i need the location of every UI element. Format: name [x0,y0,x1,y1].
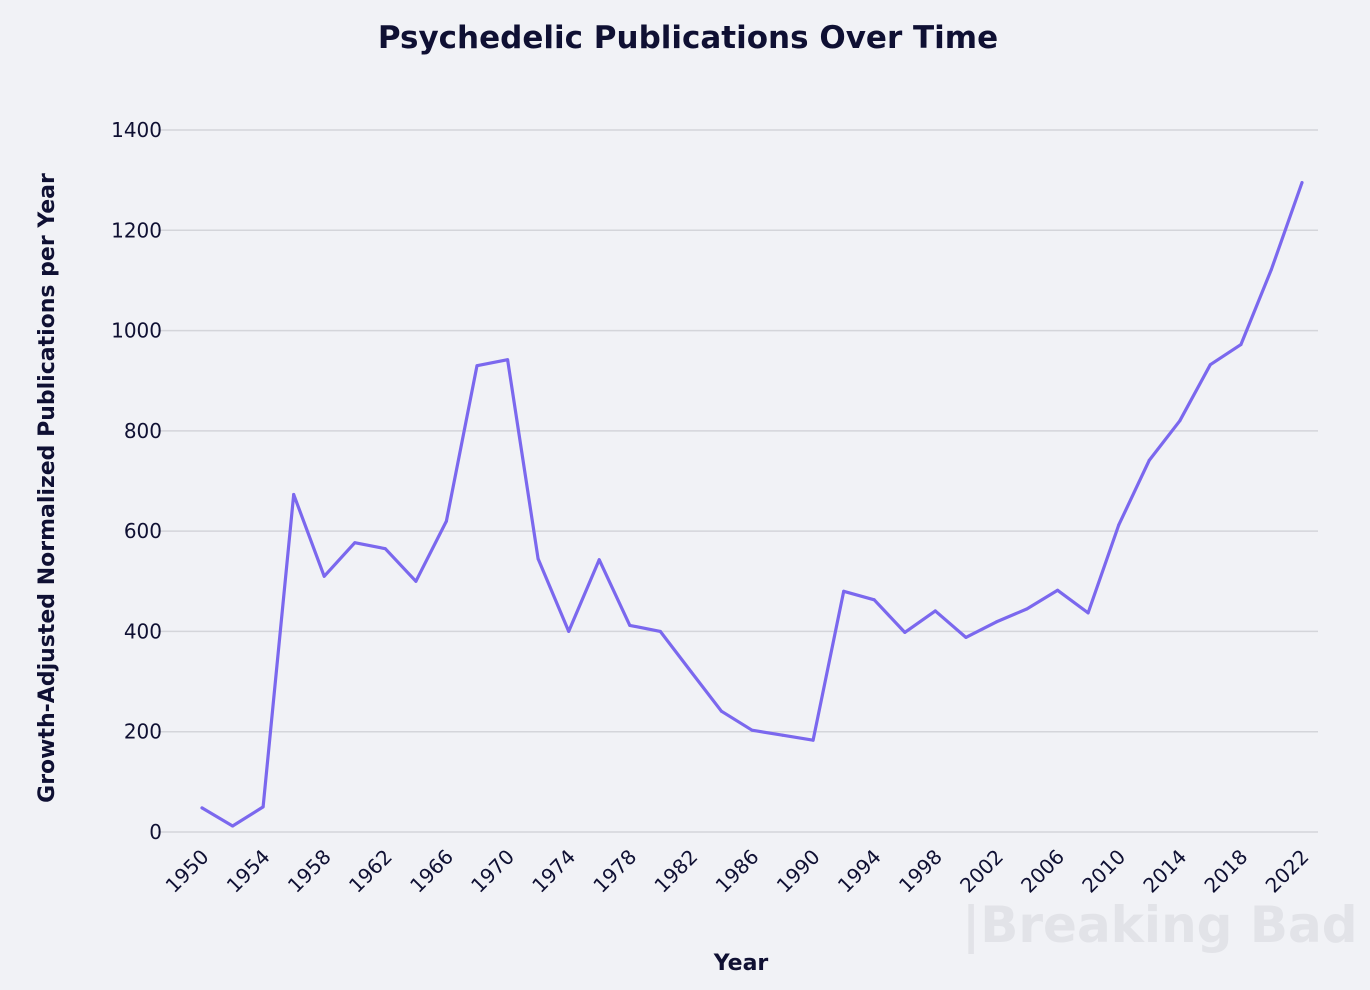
data-point [475,364,479,368]
x-axis-ticks: 1950 1954 1958 1962 1966 1970 1974 1978 1982 1986… [161,845,1314,898]
y-tick-label: 0 [149,820,162,844]
y-axis-label: Growth-Adjusted Normalized Publications … [35,173,60,803]
data-point [628,623,632,627]
y-tick-label: 1400 [111,118,162,142]
x-tick-label: 2014 [1138,845,1191,898]
y-axis-ticks: 0 200 400 600 800 1000 1200 1400 [111,118,162,844]
chart-title: Psychedelic Publications Over Time [378,20,998,56]
data-point [1239,343,1243,347]
x-tick-label: 1974 [527,845,580,898]
data-point [1086,611,1090,615]
data-point [383,547,387,551]
data-point [231,824,235,828]
data-point [567,629,571,633]
x-tick-label: 2010 [1077,845,1130,898]
data-point [750,728,754,732]
data-point [1300,181,1304,185]
x-tick-label: 1958 [283,845,336,898]
y-tick-label: 1200 [111,218,162,242]
data-point [811,738,815,742]
data-point [200,806,204,810]
x-tick-label: 2002 [955,845,1008,898]
x-tick-label: 2018 [1199,845,1252,898]
x-tick-label: 1990 [772,845,825,898]
data-point [689,670,693,673]
data-point [1117,523,1121,527]
x-tick-label: 1962 [344,845,397,898]
x-tick-label: 1970 [466,845,519,898]
x-tick-label: 1978 [588,845,641,898]
y-tick-label: 1000 [111,319,162,343]
x-tick-label: 2022 [1261,845,1314,898]
data-point [1208,363,1212,367]
data-point [506,358,510,362]
x-tick-label: 1998 [894,845,947,898]
series-layer [200,181,1304,828]
data-point [658,629,662,633]
data-point [842,589,846,593]
y-tick-label: 800 [124,419,162,443]
grid-lines [158,129,1318,833]
data-point [872,598,876,602]
data-point [781,733,785,737]
data-point [261,805,265,809]
data-point [933,609,937,613]
y-tick-label: 600 [124,519,162,543]
data-point [964,635,968,639]
x-tick-label: 1954 [222,845,275,898]
data-point [903,630,907,634]
data-point [719,709,723,713]
x-tick-label: 1986 [711,845,764,898]
data-point [353,541,357,545]
data-point [1178,419,1182,423]
x-tick-label: 1950 [161,845,214,898]
data-point [597,558,601,562]
x-tick-label: 1982 [649,845,702,898]
data-point [414,579,418,583]
x-axis-label: Year [713,951,769,976]
data-point [292,493,296,496]
watermark-logo: |Breaking Bad [962,896,1358,954]
data-point [536,557,540,561]
data-point [1056,588,1060,592]
data-point [322,574,326,578]
data-point [1025,607,1029,611]
x-tick-label: 1994 [833,845,886,898]
y-tick-label: 400 [124,619,162,643]
data-point [1147,458,1151,462]
y-tick-label: 200 [124,720,162,744]
x-tick-label: 2006 [1016,845,1069,898]
x-tick-label: 1966 [405,845,458,898]
data-point [444,519,448,523]
data-point [1269,267,1273,271]
data-point [994,620,998,624]
